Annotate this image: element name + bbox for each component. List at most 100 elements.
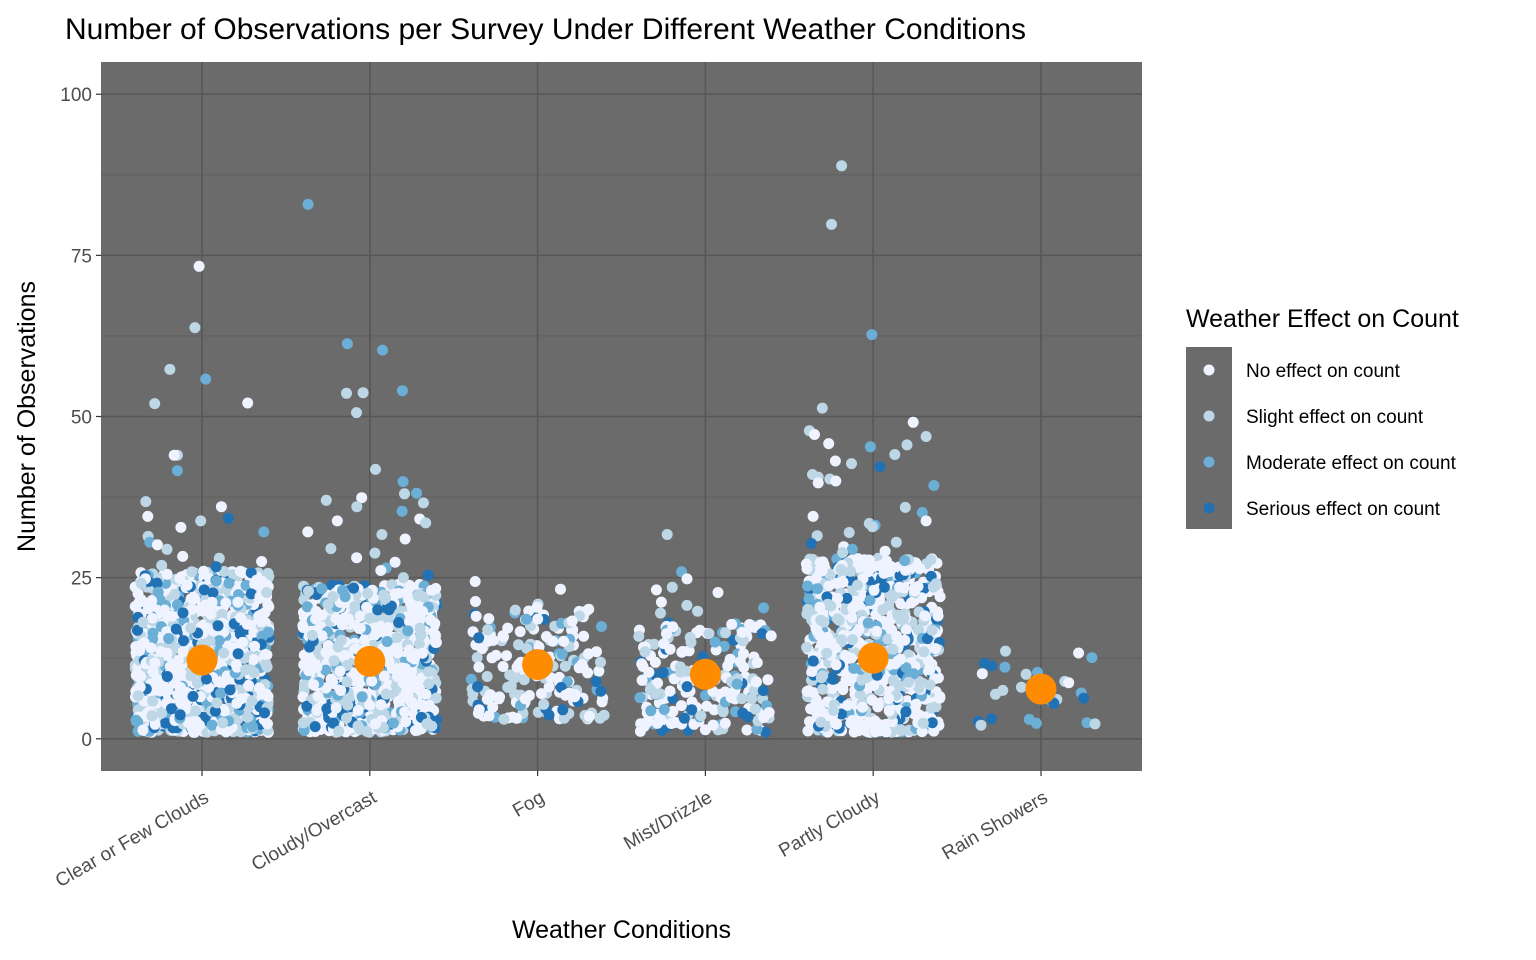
data-point [497, 661, 509, 672]
legend-key [1203, 456, 1215, 468]
data-point [261, 587, 273, 598]
data-point [341, 338, 353, 350]
data-point [823, 438, 835, 450]
data-point [151, 577, 163, 589]
data-point [892, 655, 904, 667]
data-point [206, 719, 218, 731]
data-point [188, 726, 200, 738]
data-point [934, 591, 946, 603]
data-point [177, 607, 189, 619]
data-point [596, 621, 607, 632]
data-point [235, 693, 247, 705]
data-point [919, 610, 931, 622]
data-point [320, 647, 332, 659]
data-point [411, 487, 423, 499]
data-point [316, 583, 328, 595]
data-point [154, 594, 166, 606]
data-point [835, 564, 847, 575]
data-point [1030, 717, 1042, 729]
data-point [170, 623, 182, 635]
data-point [807, 655, 819, 667]
data-point [337, 584, 348, 596]
data-point [353, 623, 365, 634]
data-point [830, 475, 842, 487]
data-point [231, 661, 243, 673]
data-point [666, 581, 678, 593]
data-point [396, 385, 408, 397]
x-tick-label: Cloudy/Overcast [248, 787, 381, 876]
data-point [369, 547, 381, 559]
data-point [498, 713, 510, 725]
data-point [398, 691, 409, 703]
data-point [423, 678, 435, 690]
data-point [853, 624, 865, 636]
data-point [563, 687, 575, 699]
data-point [327, 591, 339, 603]
data-point [312, 690, 324, 702]
data-point [886, 592, 898, 604]
data-point [472, 681, 484, 693]
data-point [899, 634, 911, 646]
data-point [930, 579, 942, 591]
data-point [409, 611, 421, 623]
data-point [209, 705, 221, 717]
legend-label: No effect on count [1246, 361, 1401, 382]
data-point [1063, 677, 1075, 689]
data-point [736, 626, 748, 638]
data-point [302, 526, 314, 538]
data-point [217, 717, 229, 729]
data-point [827, 673, 839, 685]
data-point [161, 671, 173, 682]
data-point [223, 577, 235, 589]
data-point [152, 674, 164, 686]
data-point [332, 641, 344, 653]
data-point [814, 557, 826, 569]
data-point [598, 709, 610, 721]
data-point [426, 584, 437, 596]
data-point [171, 465, 183, 477]
data-point [169, 588, 181, 600]
data-point [924, 679, 936, 691]
data-point [903, 676, 915, 688]
data-point [840, 650, 852, 662]
data-point [380, 688, 392, 700]
data-point [200, 373, 212, 385]
y-tick-label: 25 [71, 569, 92, 590]
mean-marker [857, 642, 889, 674]
data-point [172, 689, 184, 701]
data-point [655, 607, 666, 619]
data-point [847, 634, 858, 646]
data-point [362, 588, 374, 599]
data-point [140, 496, 152, 508]
data-point [181, 579, 193, 591]
data-point [171, 599, 183, 611]
data-point [825, 600, 837, 612]
data-point [868, 584, 880, 596]
mean-marker [354, 645, 386, 677]
data-point [709, 636, 721, 648]
data-point [237, 636, 249, 648]
data-point [306, 629, 318, 641]
x-tick-label: Mist/Drizzle [620, 787, 716, 854]
data-point [309, 721, 321, 733]
data-point [164, 363, 176, 375]
data-point [195, 515, 207, 527]
data-point [990, 688, 1001, 700]
data-point [925, 554, 937, 566]
data-point [836, 634, 848, 646]
data-point [392, 647, 404, 659]
data-point [192, 677, 203, 689]
data-point [848, 662, 860, 674]
data-point [149, 398, 161, 410]
data-point [137, 724, 149, 736]
data-point [352, 704, 364, 716]
data-point [303, 585, 314, 597]
data-point [810, 705, 822, 717]
data-point [149, 657, 161, 669]
data-point [868, 680, 880, 691]
data-point [557, 704, 569, 716]
data-point [330, 612, 342, 624]
data-point [232, 648, 244, 660]
data-point [186, 603, 198, 615]
data-point [852, 579, 863, 591]
